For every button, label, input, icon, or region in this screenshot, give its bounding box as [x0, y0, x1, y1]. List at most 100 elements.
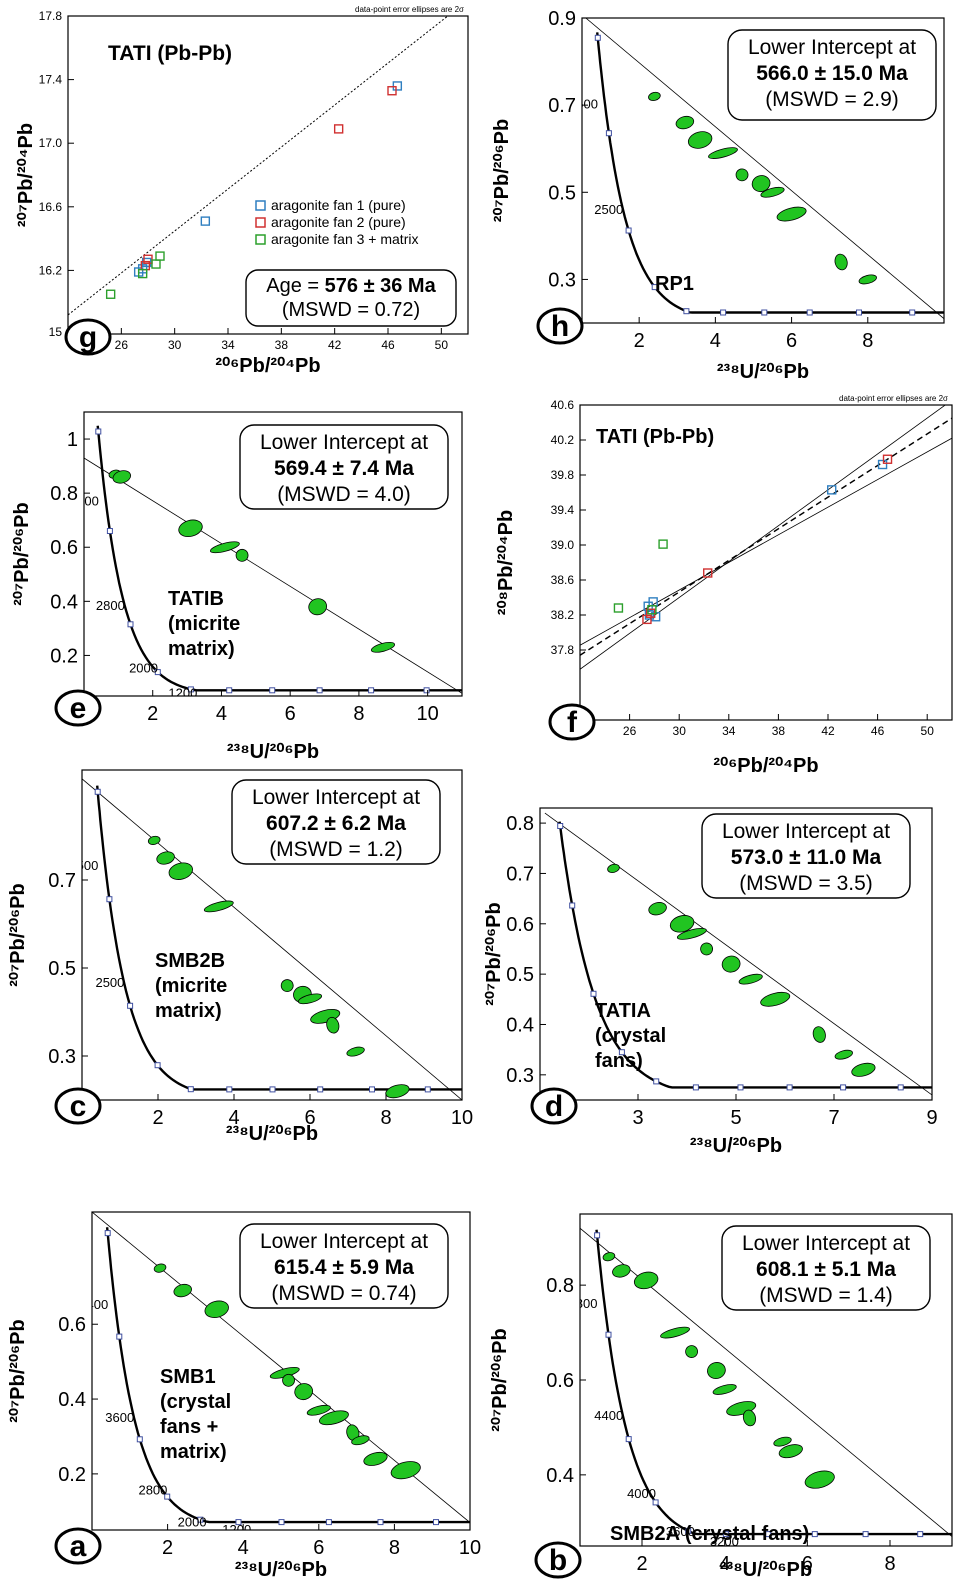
x-tick-label: 46	[871, 724, 885, 738]
y-tick-label: 0.2	[50, 645, 78, 667]
sample-label: TATIB	[168, 588, 224, 610]
concordia-marker	[862, 1531, 869, 1538]
panel-a: 4400 3600 2800 2000 1200 2 4 6 8 10 0.2 0.4 0.6 SMB1 (…	[7, 1211, 481, 1581]
sample-label: (micrite	[168, 613, 240, 635]
y-tick-label: 0.6	[506, 914, 534, 936]
x-tick-label: 38	[772, 724, 786, 738]
data-ellipse	[738, 973, 763, 985]
plot-area: 4400 3600 2800 2000 1200	[92, 1212, 470, 1537]
plot-frame	[579, 404, 953, 721]
y-axis-label: ²⁰⁷Pb/²⁰⁴Pb	[15, 123, 37, 227]
data-ellipse	[669, 915, 695, 933]
data-ellipse	[812, 1026, 826, 1043]
data-ellipse	[147, 835, 161, 845]
data-ellipse	[675, 115, 695, 130]
x-tick-label: 26	[623, 724, 637, 738]
concordia-marker	[104, 1230, 111, 1237]
data-ellipse	[178, 519, 203, 538]
x-tick-label: 2	[152, 1107, 163, 1129]
sample-label: (micrite	[155, 975, 227, 997]
y-tick-label: 0.4	[50, 591, 78, 613]
data-ellipse	[804, 1470, 835, 1489]
y-tick-label: 38.6	[551, 573, 575, 587]
panel-e: 3600 2800 2000 1200 2 4 6 8 10 0.2 0.4 0.6 0.8 1 TATIB…	[11, 411, 463, 763]
data-ellipse	[834, 253, 848, 271]
concordia-marker	[557, 823, 564, 829]
y-tick-label: 37.8	[551, 643, 575, 657]
y-tick-label: 0.3	[48, 1046, 76, 1068]
data-ellipse	[308, 598, 328, 616]
y-tick-label: 0.7	[506, 863, 534, 885]
x-tick-label: 6	[802, 1553, 813, 1575]
x-tick-label: 8	[862, 330, 873, 352]
concordia-marker	[136, 1436, 143, 1443]
data-point	[143, 254, 153, 264]
data-ellipse	[773, 1436, 792, 1447]
y-tick-label: 0.3	[506, 1065, 534, 1087]
intercept-value: 569.4 ± 7.4 Ma	[274, 457, 414, 480]
panel-letter: g	[79, 321, 97, 354]
x-tick-label: 10	[417, 703, 439, 725]
y-tick-label: 0.7	[548, 95, 576, 117]
concordia-marker	[187, 1086, 194, 1093]
concordia-marker	[761, 309, 768, 316]
result-box	[239, 424, 449, 510]
concordia-marker	[154, 669, 161, 676]
concordia-marker	[683, 308, 690, 315]
x-tick-label: 2	[147, 703, 158, 725]
y-tick-label: 0.5	[548, 182, 576, 204]
data-ellipse	[751, 175, 771, 193]
fit-line	[585, 18, 944, 319]
plot-area: 3500 2500	[582, 18, 944, 319]
data-ellipse	[297, 993, 323, 1005]
concordia-age-label: 2000	[129, 661, 158, 676]
y-tick-label: 17.8	[39, 9, 63, 23]
intercept-value: 608.1 ± 5.1 Ma	[756, 1258, 896, 1281]
y-tick-label: 0.2	[58, 1464, 86, 1486]
x-axis-label: ²³⁸U/²⁰⁶Pb	[690, 1135, 782, 1157]
data-ellipse	[203, 900, 234, 913]
concordia-marker	[164, 1493, 171, 1500]
x-tick-label: 46	[381, 338, 395, 352]
panel-badge	[54, 1527, 102, 1565]
legend-label: aragonite fan 3 + matrix	[271, 231, 418, 247]
x-tick-label: 6	[786, 330, 797, 352]
data-ellipse	[612, 1264, 631, 1278]
y-tick-label: 0.3	[548, 269, 576, 291]
panel-f: 26 30 34 38 42 46 50 37.8 38.2 38.6 39.0 39.4 39.8 40…	[495, 394, 953, 777]
concordia-marker	[377, 1519, 384, 1526]
concordia-marker	[569, 902, 576, 909]
data-point	[155, 251, 165, 261]
plot-area: 3600 2800 2000 1200	[84, 425, 462, 696]
y-tick-label: 0.4	[58, 1389, 86, 1411]
y-tick-label: 0.9	[548, 8, 576, 30]
x-tick-label: 3	[632, 1107, 643, 1129]
mswd-value: (MSWD = 2.9)	[765, 88, 899, 111]
panel-c: 3500 2500 2 4 6 8 10 0.3 0.5 0.7 SMB2B (micrite matr…	[7, 769, 473, 1145]
concordia-marker	[278, 1519, 285, 1526]
concordia-age-label: 1200	[222, 1522, 251, 1537]
legend-label: aragonite fan 1 (pure)	[271, 197, 406, 213]
error-note: data-point error ellipses are 2σ	[355, 5, 464, 14]
panel-badge	[530, 1087, 578, 1125]
x-tick-label: 2	[636, 1553, 647, 1575]
x-tick-label: 4	[228, 1107, 239, 1129]
x-axis-label: ²⁰⁶Pb/²⁰⁴Pb	[713, 755, 818, 777]
data-ellipse	[280, 979, 294, 992]
panel-letter: f	[567, 706, 578, 739]
x-tick-label: 8	[353, 703, 364, 725]
concordia-marker	[806, 309, 813, 316]
intercept-title: Lower Intercept at	[252, 786, 420, 809]
panel-d: 3 5 7 9 0.3 0.4 0.5 0.6 0.7 0.8 TATIA (crystal fans)…	[483, 807, 938, 1157]
y-tick-label: 0.8	[546, 1275, 574, 1297]
concordia-curve	[105, 1227, 470, 1524]
x-tick-label: 50	[435, 338, 449, 352]
concordia-marker	[106, 896, 113, 903]
y-axis-label: ²⁰⁷Pb/²⁰⁶Pb	[7, 883, 29, 987]
age-result: Age = 576 ± 36 Ma	[266, 275, 436, 297]
panel-badge	[54, 689, 102, 727]
x-tick-label: 30	[673, 724, 687, 738]
x-tick-label: 2	[634, 330, 645, 352]
x-tick-label: 2	[162, 1537, 173, 1559]
intercept-value: 607.2 ± 6.2 Ma	[266, 812, 406, 835]
